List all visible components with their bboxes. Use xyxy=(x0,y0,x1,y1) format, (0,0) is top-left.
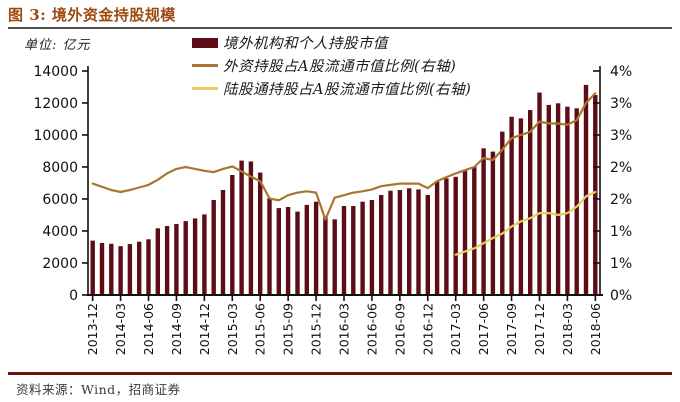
svg-text:10000: 10000 xyxy=(33,128,78,144)
svg-text:2015-09: 2015-09 xyxy=(281,303,296,355)
svg-text:4000: 4000 xyxy=(42,224,78,240)
svg-text:6000: 6000 xyxy=(42,192,78,208)
line-swatch-icon xyxy=(192,87,218,90)
source-note: 资料来源：Wind，招商证券 xyxy=(16,382,181,397)
legend-label: 外资持股占A股流通市值比例(右轴) xyxy=(223,59,457,75)
bottom-divider xyxy=(8,372,672,375)
svg-text:2016-09: 2016-09 xyxy=(392,303,407,355)
svg-text:2013-12: 2013-12 xyxy=(85,303,100,355)
svg-text:2015-12: 2015-12 xyxy=(309,303,324,355)
svg-text:2014-06: 2014-06 xyxy=(141,303,156,355)
legend-item-hk-connect-ratio: 陆股通持股占A股流通市值比例(右轴) xyxy=(192,77,471,100)
legend-item-holdings: 境外机构和个人持股市值 xyxy=(192,31,471,54)
title-divider xyxy=(8,27,672,29)
svg-text:2016-12: 2016-12 xyxy=(420,303,435,355)
svg-text:4%: 4% xyxy=(610,64,632,80)
legend: 境外机构和个人持股市值 外资持股占A股流通市值比例(右轴) 陆股通持股占A股流通… xyxy=(192,31,471,100)
svg-text:1%: 1% xyxy=(610,224,632,240)
svg-text:2015-03: 2015-03 xyxy=(225,303,240,355)
svg-text:3%: 3% xyxy=(610,128,632,144)
legend-item-foreign-ratio: 外资持股占A股流通市值比例(右轴) xyxy=(192,54,471,77)
legend-label: 陆股通持股占A股流通市值比例(右轴) xyxy=(223,82,472,98)
unit-label: 单位: 亿元 xyxy=(24,38,91,53)
svg-text:1%: 1% xyxy=(610,256,632,272)
svg-text:2016-03: 2016-03 xyxy=(337,303,352,355)
svg-text:2015-06: 2015-06 xyxy=(253,303,268,355)
svg-text:2000: 2000 xyxy=(42,256,78,272)
svg-text:2014-12: 2014-12 xyxy=(197,303,212,355)
svg-text:2017-09: 2017-09 xyxy=(504,303,519,355)
bar-swatch-icon xyxy=(192,37,218,48)
svg-text:2014-03: 2014-03 xyxy=(113,303,128,355)
legend-label: 境外机构和个人持股市值 xyxy=(223,36,388,52)
svg-text:3%: 3% xyxy=(610,96,632,112)
svg-text:2017-06: 2017-06 xyxy=(476,303,491,355)
svg-text:2018-03: 2018-03 xyxy=(560,303,575,355)
svg-text:2014-09: 2014-09 xyxy=(169,303,184,355)
svg-text:8000: 8000 xyxy=(42,160,78,176)
svg-text:0%: 0% xyxy=(610,288,632,304)
svg-text:12000: 12000 xyxy=(33,96,78,112)
svg-text:2016-06: 2016-06 xyxy=(364,303,379,355)
figure-title: 图 3: 境外资金持股规模 xyxy=(8,6,176,24)
svg-text:2017-03: 2017-03 xyxy=(448,303,463,355)
svg-text:2%: 2% xyxy=(610,192,632,208)
svg-text:2017-12: 2017-12 xyxy=(532,303,547,355)
line-swatch-icon xyxy=(192,64,218,67)
svg-text:14000: 14000 xyxy=(33,64,78,80)
svg-text:2%: 2% xyxy=(610,160,632,176)
svg-text:2018-06: 2018-06 xyxy=(588,303,603,355)
svg-text:0: 0 xyxy=(69,288,78,304)
